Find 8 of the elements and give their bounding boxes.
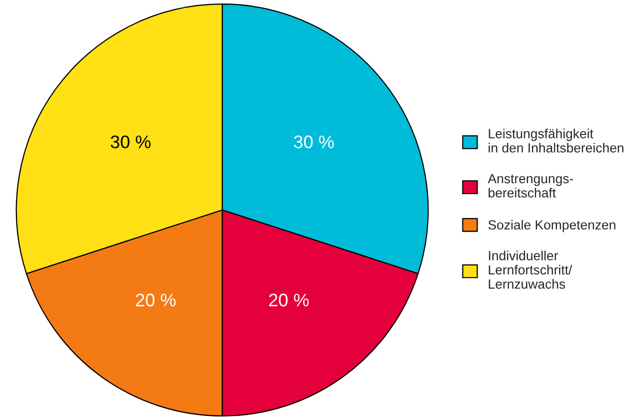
legend-label: Soziale Kompetenzen [488, 220, 616, 232]
data-label: 20 % [136, 294, 176, 306]
legend-label: Anstrengungs- bereitschaft [488, 174, 574, 198]
data-label: 30 % [294, 136, 334, 148]
legend-label: Individueller Lernfortschritt/ Lernzuwachs [488, 250, 572, 289]
data-label: 30 % [110, 136, 151, 148]
legend-label: Leistungsfähigkeit in den Inhaltsbereichen [488, 128, 624, 153]
data-label: 20 % [269, 294, 309, 306]
